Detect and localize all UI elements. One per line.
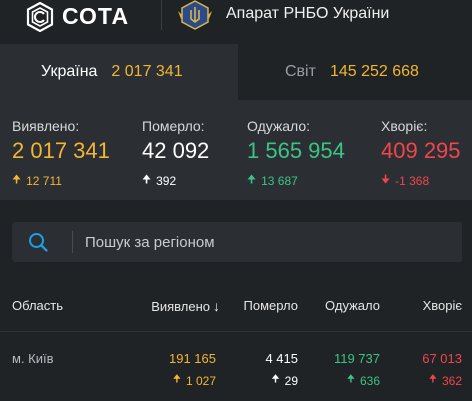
org-name[interactable]: Апарат РНБО України [226,5,390,22]
stat-deaths: Померло: 42 092 🠉 392 [142,118,209,190]
cell-confirmed: 191 165 🠉 1 027 [169,351,216,389]
column-header-deaths[interactable]: Померло [243,298,299,313]
search-input[interactable] [85,222,445,262]
stat-label: Одужало: [247,118,311,134]
cell-delta: 🠉 29 [265,372,298,389]
cell-delta-value: 362 [441,373,462,388]
cell-delta-value: 29 [284,373,298,388]
cell-value: 4 415 [265,351,298,366]
stat-value: 1 565 954 [247,138,345,163]
top-header: СОТА Апарат РНБО України [0,0,472,44]
arrow-down-icon: 🠋 [381,174,391,186]
column-header-confirmed[interactable]: Виявлено ↓ [151,298,220,314]
table-header: Область Виявлено ↓ Померло Одужало Хворіє [0,280,472,332]
tab-count: 145 252 668 [329,63,419,80]
rnbo-emblem-icon[interactable] [178,0,212,30]
arrow-up-icon: 🠉 [247,174,257,186]
column-header-sick[interactable]: Хворіє [422,298,462,313]
stat-value: 409 295 [381,138,461,163]
cell-value: 67 013 [422,351,462,366]
stat-label: Померло: [142,118,205,134]
arrow-up-icon: 🠉 [346,374,355,385]
cota-shield-logo-icon[interactable] [25,2,55,32]
stat-sick: Хворіє: 409 295 🠋 -1 368 [381,118,461,190]
table-row[interactable]: м. Київ 191 165 🠉 1 027 4 415 🠉 29 119 7… [0,333,472,401]
stat-delta: 🠋 -1 368 [381,171,461,190]
stat-label: Виявлено: [12,118,80,134]
row-region: м. Київ [12,351,54,366]
brand-name[interactable]: СОТА [62,3,130,29]
stat-delta: 🠉 12 711 [12,171,110,190]
stat-delta-value: 392 [156,173,177,188]
summary-stats: Виявлено: 2 017 341 🠉 12 711 Померло: 42… [0,100,472,200]
sort-desc-icon: ↓ [213,298,220,314]
cell-sick: 67 013 🠉 362 [422,351,462,389]
stat-recovered: Одужало: 1 565 954 🠉 13 687 [247,118,345,190]
stat-confirmed: Виявлено: 2 017 341 🠉 12 711 [12,118,110,190]
stat-delta: 🠉 392 [142,171,209,190]
cell-value: 119 737 [333,351,380,366]
search-icon[interactable] [28,232,48,252]
arrow-up-icon: 🠉 [142,174,152,186]
stat-value: 2 017 341 [12,138,110,163]
tab-ukraine[interactable]: Україна 2 017 341 [0,44,238,100]
column-header-recovered[interactable]: Одужало [325,298,380,313]
stat-delta-value: -1 368 [395,173,430,188]
arrow-up-icon: 🠉 [172,374,181,385]
stat-delta-value: 12 711 [26,173,62,188]
stat-value: 42 092 [142,138,210,163]
tab-label: Україна [41,63,98,80]
header-divider [161,0,162,30]
search-divider [72,231,73,253]
region-search [12,222,462,262]
tab-world[interactable]: Світ 145 252 668 [238,44,472,100]
column-header-region[interactable]: Область [12,298,64,313]
region-tabs: Україна 2 017 341 Світ 145 252 668 [0,44,472,100]
cell-delta: 🠉 636 [334,372,380,389]
stat-delta: 🠉 13 687 [247,171,345,190]
cell-delta: 🠉 1 027 [169,372,216,389]
tab-count: 2 017 341 [111,63,183,80]
cell-delta: 🠉 362 [422,372,462,389]
column-header-label: Виявлено [151,299,210,314]
arrow-up-icon: 🠉 [428,374,437,385]
arrow-up-icon: 🠉 [271,374,280,385]
cell-deaths: 4 415 🠉 29 [265,351,298,389]
stat-delta-value: 13 687 [261,173,298,188]
cell-delta-value: 1 027 [185,373,216,388]
tab-label: Світ [285,63,316,80]
cell-delta-value: 636 [359,373,380,388]
cell-value: 191 165 [169,351,216,366]
stat-label: Хворіє: [381,118,428,134]
arrow-up-icon: 🠉 [12,174,22,186]
cell-recovered: 119 737 🠉 636 [334,351,380,389]
